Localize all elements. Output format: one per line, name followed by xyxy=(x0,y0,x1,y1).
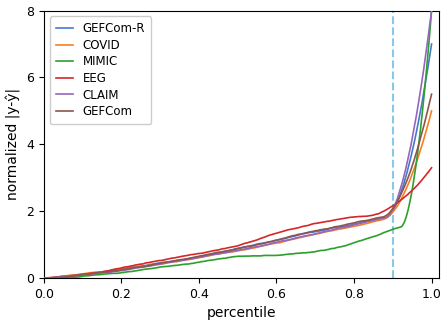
EEG xyxy=(418,180,423,184)
MIMIC xyxy=(41,276,47,280)
COVID xyxy=(418,149,423,153)
CLAIM xyxy=(61,274,66,278)
GEFCom xyxy=(41,276,47,280)
GEFCom-R xyxy=(230,248,235,252)
EEG xyxy=(429,166,434,170)
COVID xyxy=(346,225,352,229)
GEFCom xyxy=(230,248,235,252)
COVID xyxy=(418,148,423,152)
GEFCom xyxy=(346,222,352,226)
MIMIC xyxy=(346,243,352,246)
Line: MIMIC: MIMIC xyxy=(44,10,431,278)
CLAIM xyxy=(346,224,352,228)
COVID xyxy=(41,276,47,280)
GEFCom xyxy=(220,250,225,254)
CLAIM xyxy=(220,251,225,255)
Y-axis label: normalized |y-ŷ|: normalized |y-ŷ| xyxy=(5,88,21,200)
GEFCom xyxy=(429,92,434,96)
Line: CLAIM: CLAIM xyxy=(44,10,431,278)
EEG xyxy=(230,245,235,249)
Line: EEG: EEG xyxy=(44,168,431,278)
Line: GEFCom: GEFCom xyxy=(44,94,431,278)
X-axis label: percentile: percentile xyxy=(207,306,276,320)
GEFCom-R xyxy=(41,276,47,280)
GEFCom-R xyxy=(346,224,352,228)
EEG xyxy=(41,276,47,280)
Line: COVID: COVID xyxy=(44,111,431,278)
MIMIC xyxy=(230,255,235,259)
COVID xyxy=(230,250,235,254)
Line: GEFCom-R: GEFCom-R xyxy=(44,44,431,278)
GEFCom-R xyxy=(61,274,66,278)
COVID xyxy=(220,251,225,255)
COVID xyxy=(61,274,66,278)
Legend: GEFCom-R, COVID, MIMIC, EEG, CLAIM, GEFCom: GEFCom-R, COVID, MIMIC, EEG, CLAIM, GEFC… xyxy=(50,16,151,124)
EEG xyxy=(61,275,66,279)
GEFCom xyxy=(418,137,423,141)
CLAIM xyxy=(230,249,235,253)
GEFCom-R xyxy=(429,42,434,46)
GEFCom-R xyxy=(220,250,225,254)
CLAIM xyxy=(429,8,434,12)
GEFCom-R xyxy=(418,111,423,115)
GEFCom xyxy=(418,138,423,142)
CLAIM xyxy=(41,276,47,280)
MIMIC xyxy=(220,257,225,260)
GEFCom xyxy=(61,275,66,279)
GEFCom-R xyxy=(418,110,423,114)
EEG xyxy=(346,215,352,219)
MIMIC xyxy=(418,131,423,135)
COVID xyxy=(429,109,434,113)
EEG xyxy=(418,180,423,184)
CLAIM xyxy=(418,90,423,94)
MIMIC xyxy=(418,129,423,133)
MIMIC xyxy=(61,276,66,280)
EEG xyxy=(220,247,225,251)
CLAIM xyxy=(418,91,423,95)
MIMIC xyxy=(429,8,434,12)
